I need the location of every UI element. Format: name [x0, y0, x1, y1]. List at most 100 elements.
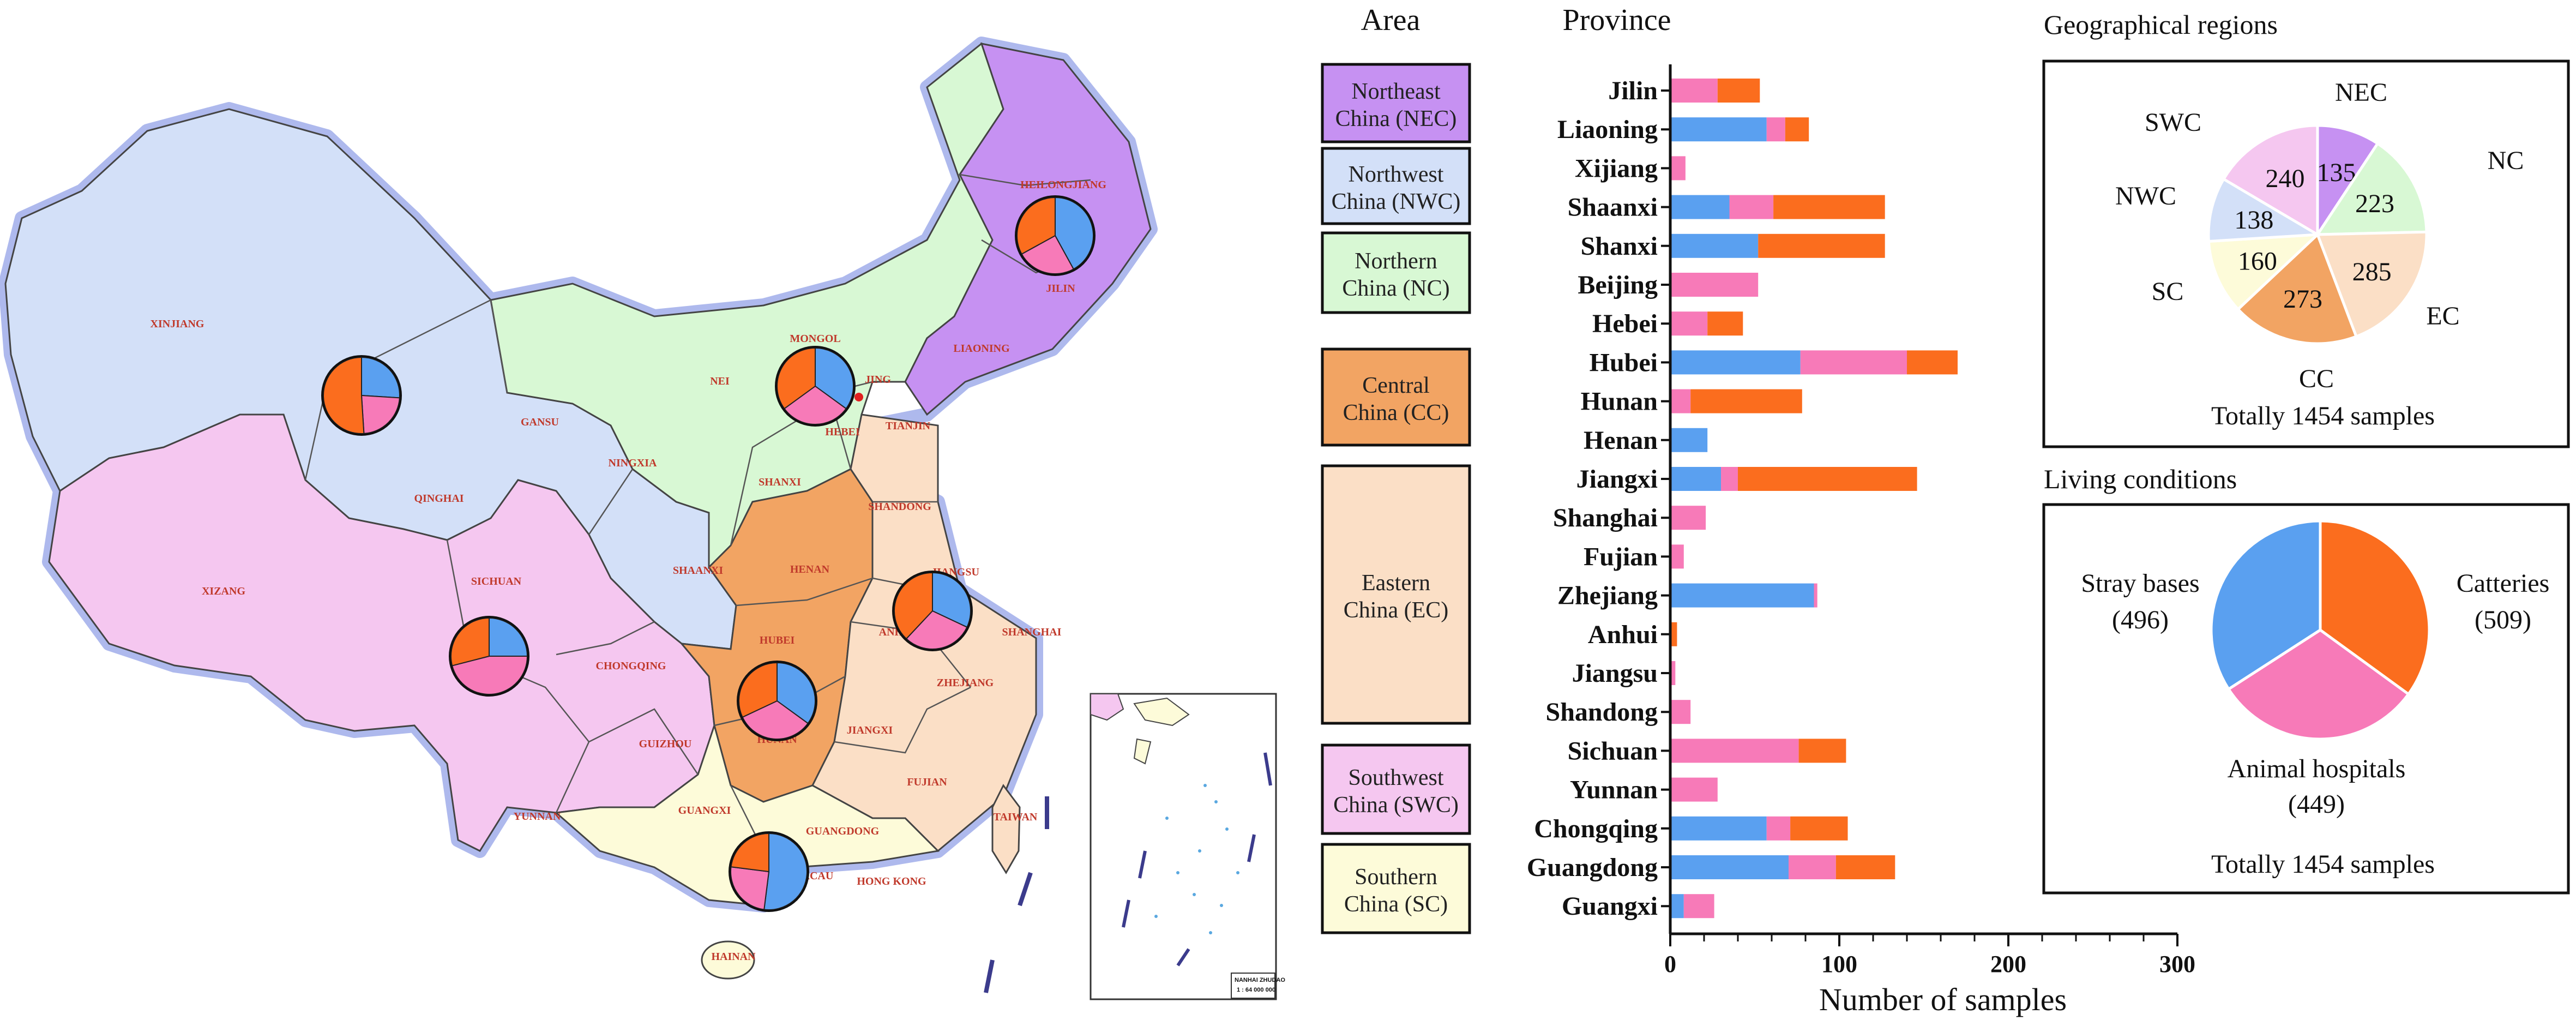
map-pie-3 — [892, 571, 973, 651]
map-label-nei: NEI — [710, 375, 730, 387]
map-label-hubei: HUBEI — [760, 634, 795, 646]
map-label-gansu: GANSU — [521, 416, 559, 428]
living-label-animal-hospitals: Animal hospitals — [2228, 754, 2406, 783]
map-label-heilongjiang: HEILONGJIANG — [1020, 179, 1106, 191]
region-label-ec: EC — [2426, 302, 2459, 331]
area-box-line1: Northeast — [1351, 79, 1441, 104]
map-label-jilin: JILIN — [1046, 283, 1075, 295]
dash-line-2 — [1018, 872, 1033, 907]
map-pie-slice — [323, 356, 365, 434]
living-pie-title: Living conditions — [2044, 464, 2237, 494]
inset-title: NANHAI ZHUDAO — [1235, 977, 1285, 983]
dash-line-3 — [984, 959, 995, 993]
bar-liaoning-1 — [1766, 117, 1785, 142]
living-pie-caption: Totally 1454 samples — [2211, 850, 2435, 879]
map-pies — [321, 195, 1096, 912]
map-pie-slice — [815, 347, 854, 410]
map-label-fujian: FUJIAN — [907, 776, 947, 788]
bar-shanxi-0 — [1670, 233, 1759, 258]
map-pie-slice — [763, 832, 808, 910]
living-pie-chart: Catteries (509) Animal hospitals (449) Stray… — [2081, 519, 2550, 819]
area-box-swc: Southwest China (SWC) — [1321, 743, 1471, 835]
map-pie-slice — [783, 385, 847, 425]
bar-hubei-0 — [1670, 350, 1801, 375]
bar-chongqing-2 — [1790, 816, 1848, 841]
island-hainan — [701, 940, 755, 980]
map-label-hong-kong: HONG KONG — [857, 875, 926, 887]
area-box-line2: China (SWC) — [1333, 793, 1459, 818]
bar-zhejiang-1 — [1814, 583, 1817, 608]
bar-anhui-2 — [1670, 622, 1677, 646]
bar-shandong-1 — [1670, 700, 1691, 724]
bar-hubei-2 — [1907, 350, 1958, 375]
province-label-xijiang: Xijiang — [1575, 154, 1658, 183]
living-label-catteries: Catteries — [2457, 569, 2550, 598]
province-label-jilin: Jilin — [1608, 76, 1658, 105]
map-label-guangxi: GUANGXI — [678, 805, 731, 817]
map-label-sichuan: SICHUAN — [471, 575, 522, 587]
bar-sichuan-1 — [1670, 739, 1799, 763]
region-pie-title: Geographical regions — [2044, 9, 2278, 40]
map-label-jiangxi: JIANGXI — [847, 724, 893, 736]
region-value-cc: 273 — [2283, 285, 2322, 314]
map-label-mongol: MONGOL — [790, 333, 840, 345]
living-value-animal-hospitals: (449) — [2288, 790, 2345, 819]
map-pie-slice — [742, 700, 809, 740]
living-slice-catteries — [2319, 519, 2431, 697]
map-pie-slice — [360, 394, 400, 434]
bar-guangxi-1 — [1683, 894, 1714, 919]
map-label-henan: HENAN — [790, 563, 830, 575]
x-tick-label-200: 200 — [1990, 951, 2026, 977]
bar-jilin-2 — [1717, 79, 1760, 103]
bar-henan-0 — [1670, 428, 1708, 452]
bar-liaoning-2 — [1785, 117, 1809, 142]
living-label-stray-bases: Stray bases — [2081, 569, 2199, 598]
map-pie-4 — [449, 616, 529, 697]
region-slice-sc — [2207, 233, 2321, 311]
province-label-hunan: Hunan — [1581, 387, 1658, 416]
map-pie-0 — [1015, 195, 1096, 276]
province-label-hubei: Hubei — [1590, 348, 1658, 377]
map-pie-slice — [730, 832, 769, 873]
province-label-shanxi: Shanxi — [1581, 232, 1658, 261]
map-label-yunnan: YUNNAN — [514, 811, 561, 823]
region-slice-nec — [2316, 124, 2380, 239]
map-label-chongqing: CHONGQING — [596, 660, 666, 672]
bar-xijiang-1 — [1670, 156, 1686, 181]
map-label-shaanxi: SHAANXI — [673, 565, 723, 577]
capital-star-icon — [854, 393, 863, 401]
bar-jiangxi-0 — [1670, 467, 1721, 491]
map-pie-slice — [1021, 235, 1075, 274]
bar-liaoning-0 — [1670, 117, 1767, 142]
south-china-sea-inset: NANHAI ZHUDAO 1 : 64 000 000 — [1090, 693, 1285, 1000]
region-value-swc: 240 — [2266, 164, 2305, 193]
region-value-sc: 160 — [2238, 247, 2277, 276]
area-box-line2: China (NC) — [1342, 276, 1449, 301]
map-label-liaoning: LIAONING — [953, 343, 1010, 355]
province-label-guangdong: Guangdong — [1527, 853, 1658, 882]
province-label-jiangxi: Jiangxi — [1576, 465, 1658, 494]
province-label-yunnan: Yunnan — [1570, 776, 1658, 805]
province-label-henan: Henan — [1584, 426, 1658, 455]
area-heading: Area — [1361, 3, 1421, 37]
x-tick-label-0: 0 — [1664, 951, 1676, 977]
map-pie-slice — [730, 866, 770, 910]
area-box-line1: Northwest — [1349, 162, 1444, 187]
region-label-swc: SWC — [2145, 108, 2201, 137]
map-pie-slice — [738, 662, 778, 718]
bar-yunnan-1 — [1670, 777, 1718, 802]
region-label-nwc: NWC — [2115, 182, 2176, 211]
map-label-shanghai: SHANGHAI — [1002, 626, 1062, 638]
bar-chongqing-1 — [1766, 816, 1791, 841]
region-slice-ec — [2315, 230, 2428, 339]
region-label-nc: NC — [2488, 146, 2524, 175]
region-pie-box — [2042, 59, 2570, 448]
area-box-line1: Southern — [1355, 865, 1437, 890]
area-box-line1: Central — [1362, 373, 1430, 398]
map-pie-slice — [1055, 196, 1094, 270]
map-pie-slice — [450, 617, 490, 667]
province-chart-title: Province — [1562, 3, 1671, 37]
island-taiwan — [991, 784, 1021, 874]
